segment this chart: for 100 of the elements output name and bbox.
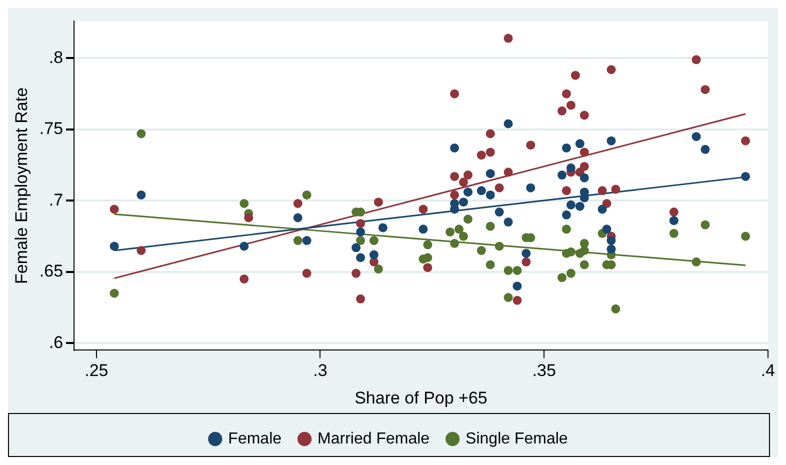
y-tick-label: .6 [48,332,64,352]
point [557,273,566,282]
point [356,294,366,304]
point [512,266,522,275]
point [562,224,571,234]
point [450,89,460,98]
point [293,236,302,246]
point [423,240,432,250]
point [459,178,468,187]
point [486,222,495,231]
y-axis-title: Female Employment Rate [12,87,31,284]
point [692,55,701,64]
x-tick-label: .35 [532,361,556,380]
point [450,172,460,181]
y-tick-label: .75 [39,119,64,138]
point [606,136,616,146]
point [700,144,710,154]
y-tick-label: .8 [48,48,64,67]
point [293,199,302,208]
point [352,243,361,252]
point [374,264,383,274]
point [512,296,522,305]
point [486,148,495,157]
point [700,220,710,230]
point [378,223,388,232]
point [244,213,254,222]
point [504,218,513,227]
point [450,238,460,248]
legend-label: Married Female [318,430,430,448]
point [504,34,513,43]
point [566,200,576,210]
point [463,214,472,224]
point [486,129,495,138]
point [356,253,366,262]
legend-label: Female [228,430,282,448]
point [504,119,513,128]
point [110,288,119,298]
point [580,238,589,248]
point [369,250,378,260]
point [302,268,312,278]
point [700,85,710,94]
point [454,224,464,234]
point [418,224,428,234]
point [557,170,566,180]
point [669,208,678,217]
point [504,293,513,302]
point [494,208,504,217]
point [570,70,580,80]
point [352,268,361,278]
point [562,210,571,220]
point [557,106,566,116]
point [450,190,460,200]
point [494,242,504,251]
point [692,132,701,142]
point [486,260,495,270]
point [423,253,432,262]
point [575,202,584,211]
point [669,228,678,238]
point [741,232,750,241]
point [606,244,616,254]
y-tick-label: .7 [48,190,64,210]
point [136,129,146,138]
point [562,89,571,98]
point [741,172,750,181]
point [446,227,455,236]
point [611,304,620,314]
point [512,282,522,291]
point [562,186,571,196]
point [450,143,460,152]
point [575,139,584,148]
point [580,110,589,120]
point [476,186,486,196]
point [374,198,383,207]
point [356,227,366,236]
point [692,257,701,266]
point [522,248,531,258]
point [526,183,536,192]
point [302,190,312,200]
point [356,236,366,246]
point [602,224,612,234]
point [459,198,468,207]
point [504,266,513,275]
point [110,204,119,214]
point [423,263,432,272]
point [606,236,616,246]
point [598,204,607,214]
legend-label: Single Female [466,430,568,448]
point [356,218,366,228]
point [369,236,378,246]
point [494,183,504,192]
point [302,236,312,246]
point [562,143,571,152]
point [240,242,249,251]
point [463,188,472,197]
point [566,268,576,278]
point [486,169,495,178]
point [240,199,249,208]
point [669,216,678,226]
point [611,184,620,194]
point [598,186,607,196]
